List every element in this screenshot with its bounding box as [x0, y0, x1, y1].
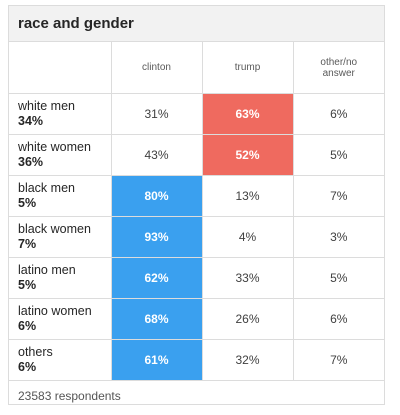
row-label: latino men 5% [9, 257, 112, 299]
cell-other: 7% [293, 175, 384, 217]
row-label: others 6% [9, 339, 112, 381]
table-row: black women 7% 93% 4% 3% [9, 216, 384, 258]
column-header-trump: trump [202, 42, 294, 94]
group-share: 5% [18, 278, 37, 292]
cell-other: 5% [293, 134, 384, 176]
row-label: latino women 6% [9, 298, 112, 340]
table-row: black men 5% 80% 13% 7% [9, 175, 384, 217]
group-share: 34% [18, 114, 44, 128]
cell-clinton: 62% [111, 257, 203, 299]
cell-clinton: 43% [111, 134, 203, 176]
group-name: white men [18, 99, 75, 113]
cell-clinton: 80% [111, 175, 203, 217]
cell-other: 3% [293, 216, 384, 258]
table-row: latino men 5% 62% 33% 5% [9, 257, 384, 299]
cell-other: 5% [293, 257, 384, 299]
cell-trump: 33% [202, 257, 294, 299]
column-header-group [9, 42, 112, 94]
group-name: black women [18, 222, 91, 236]
row-label: white women 36% [9, 134, 112, 176]
group-name: white women [18, 140, 91, 154]
group-name: latino women [18, 304, 92, 318]
results-table: clinton trump other/no answer white men 34… [9, 42, 384, 381]
column-header-other: other/no answer [293, 42, 384, 94]
table-row: white men 34% 31% 63% 6% [9, 93, 384, 135]
cell-clinton: 68% [111, 298, 203, 340]
group-share: 6% [18, 360, 37, 374]
cell-other: 6% [293, 298, 384, 340]
cell-clinton: 61% [111, 339, 203, 381]
table-body: white men 34% 31% 63% 6% white women 36% 43% 52%… [9, 93, 384, 381]
group-share: 36% [18, 155, 44, 169]
cell-trump: 4% [202, 216, 294, 258]
cell-trump: 13% [202, 175, 294, 217]
group-name: latino men [18, 263, 76, 277]
group-share: 5% [18, 196, 37, 210]
results-card: race and gender clinton trump other/no an… [8, 5, 385, 405]
card-title: race and gender [18, 15, 134, 32]
header-row: clinton trump other/no answer [9, 42, 384, 94]
group-share: 6% [18, 319, 37, 333]
respondents-footer: 23583 respondents [18, 389, 121, 403]
group-name: others [18, 345, 53, 359]
row-label: black men 5% [9, 175, 112, 217]
table-row: latino women 6% 68% 26% 6% [9, 298, 384, 340]
cell-clinton: 93% [111, 216, 203, 258]
row-label: black women 7% [9, 216, 112, 258]
group-share: 7% [18, 237, 37, 251]
group-name: black men [18, 181, 75, 195]
cell-trump: 32% [202, 339, 294, 381]
column-header-other-label: other/no answer [320, 56, 358, 79]
cell-trump: 52% [202, 134, 294, 176]
cell-trump: 26% [202, 298, 294, 340]
table-row: others 6% 61% 32% 7% [9, 339, 384, 381]
table-row: white women 36% 43% 52% 5% [9, 134, 384, 176]
card-header: race and gender [9, 6, 384, 42]
cell-other: 7% [293, 339, 384, 381]
row-label: white men 34% [9, 93, 112, 135]
cell-clinton: 31% [111, 93, 203, 135]
column-header-clinton: clinton [111, 42, 203, 94]
cell-other: 6% [293, 93, 384, 135]
cell-trump: 63% [202, 93, 294, 135]
